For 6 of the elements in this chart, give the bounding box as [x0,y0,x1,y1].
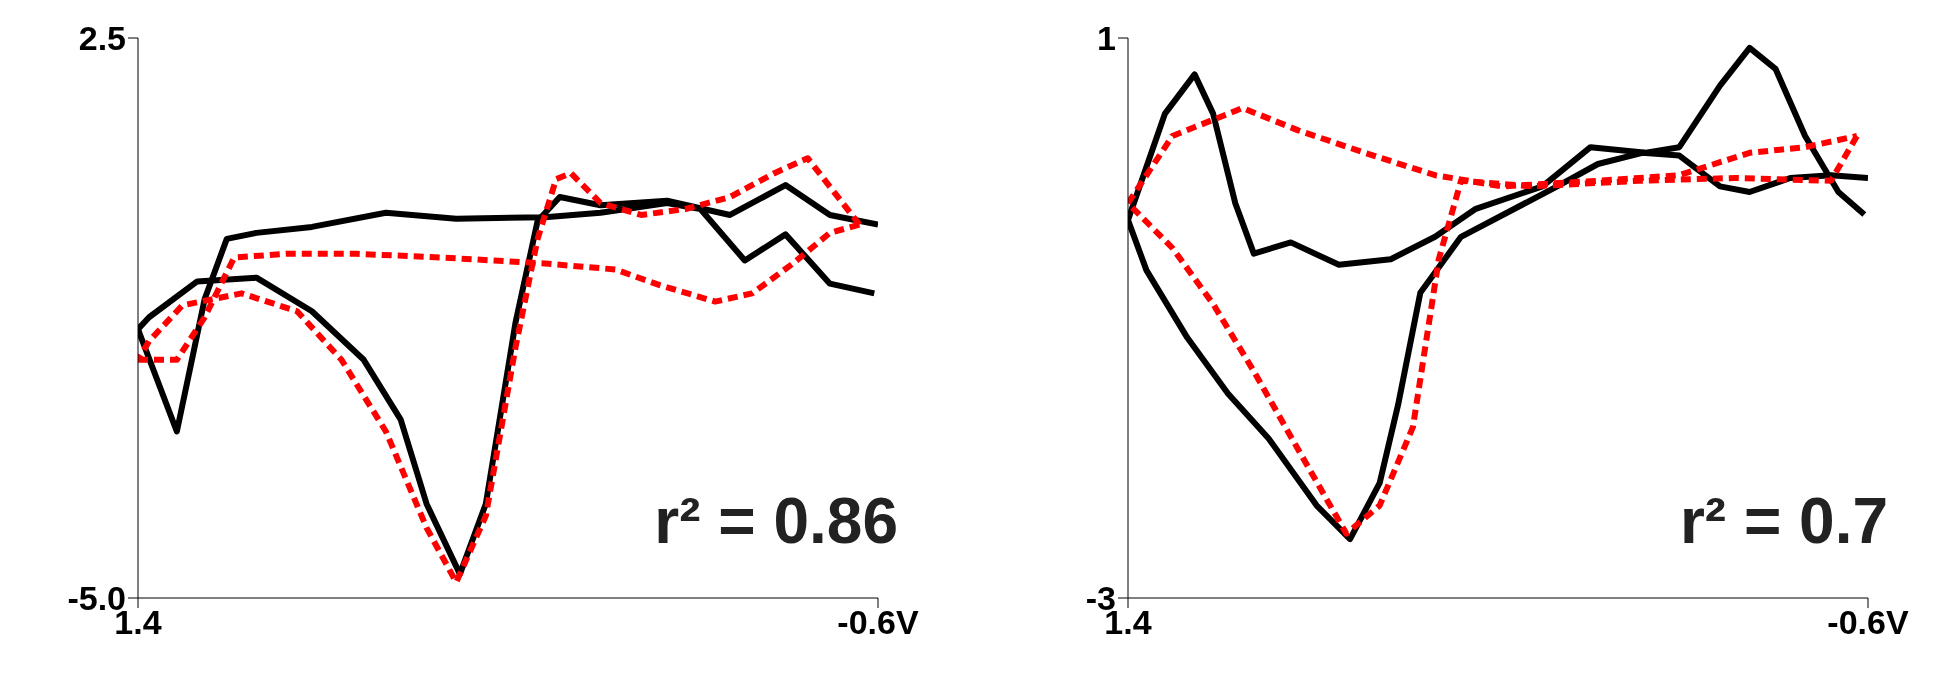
y-tick-label: 2.5 [78,19,126,58]
x-tick-label: -0.6V [1827,603,1909,642]
x-tick-label: -0.6V [837,603,919,642]
annotation: r² = 0.7 [1679,484,1888,558]
annotation: r² = 0.86 [654,484,898,558]
y-tick-label: 1 [1097,19,1116,58]
